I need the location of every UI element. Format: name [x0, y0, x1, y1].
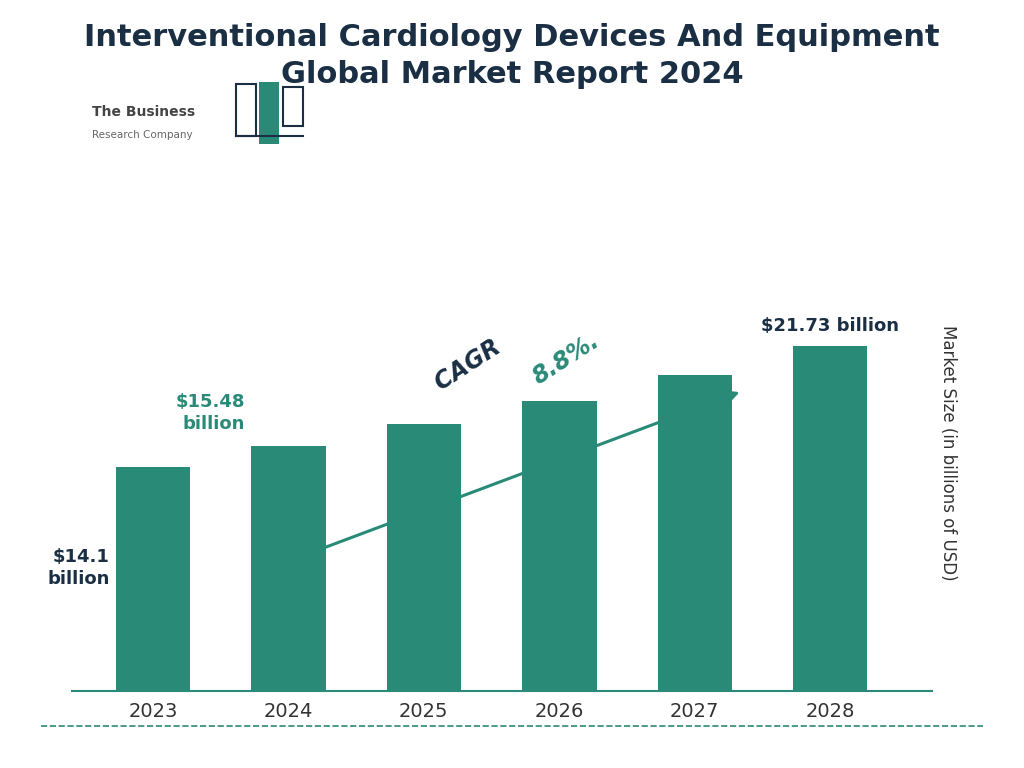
Text: The Business: The Business — [92, 105, 196, 119]
Bar — [283, 88, 303, 127]
Text: $15.48
billion: $15.48 billion — [175, 392, 245, 433]
Text: Research Company: Research Company — [92, 130, 193, 140]
Text: $21.73 billion: $21.73 billion — [761, 317, 899, 335]
Text: $14.1
billion: $14.1 billion — [47, 548, 110, 588]
Bar — [657, 376, 732, 691]
Bar — [236, 84, 256, 136]
Bar — [259, 82, 280, 144]
Y-axis label: Market Size (in billions of USD): Market Size (in billions of USD) — [939, 326, 956, 581]
Text: Interventional Cardiology Devices And Equipment
Global Market Report 2024: Interventional Cardiology Devices And Eq… — [84, 23, 940, 89]
Text: 8.8%.: 8.8%. — [528, 329, 604, 389]
Text: CAGR: CAGR — [431, 331, 512, 396]
Bar — [387, 424, 461, 691]
Bar — [522, 401, 597, 691]
Bar — [116, 468, 190, 691]
Bar — [251, 445, 326, 691]
Bar — [793, 346, 867, 691]
